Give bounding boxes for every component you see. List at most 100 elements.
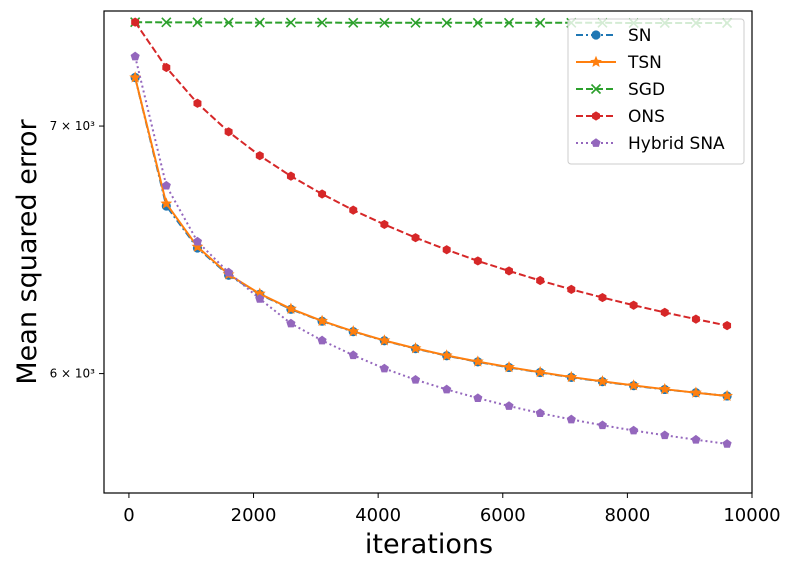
data-point-tsn xyxy=(253,287,266,299)
data-point-ons xyxy=(442,245,451,255)
x-tick-label: 2000 xyxy=(231,505,277,526)
data-point-hybrid-sna xyxy=(566,414,576,424)
y-axis-title: Mean squared error xyxy=(12,118,43,384)
data-point-tsn xyxy=(440,349,453,361)
series-line-ons xyxy=(134,21,728,327)
data-point-hybrid-sna xyxy=(629,425,639,435)
data-point-tsn xyxy=(596,375,609,387)
data-point-ons xyxy=(691,314,700,324)
data-point-hybrid-sna xyxy=(255,294,265,303)
plot-area xyxy=(129,17,733,448)
x-tick-label: 4000 xyxy=(355,505,401,526)
data-point-hybrid-sna xyxy=(473,393,483,403)
y-tick-label: 6 × 10³ xyxy=(50,367,96,381)
data-point-sgd xyxy=(254,17,265,28)
data-point-hybrid-sna xyxy=(722,439,732,448)
data-point-hybrid-sna xyxy=(535,408,545,418)
x-axis-title: iterations xyxy=(365,529,493,560)
data-point-ons xyxy=(505,266,513,276)
x-tick-label: 0 xyxy=(123,505,134,526)
data-point-hybrid-sna xyxy=(660,430,670,440)
data-point-ons xyxy=(567,284,576,294)
data-point-ons xyxy=(411,233,420,243)
legend-label-hybrid-sna: Hybrid SNA xyxy=(628,134,725,154)
data-point-tsn xyxy=(285,302,297,314)
y-tick-label: 7 × 10³ xyxy=(50,119,96,133)
data-point-ons xyxy=(723,321,732,331)
data-point-ons xyxy=(349,205,358,215)
legend-marker-tsn xyxy=(590,55,602,68)
data-point-tsn xyxy=(503,360,515,373)
data-point-sgd xyxy=(441,17,452,28)
x-tick-label: 10000 xyxy=(723,505,780,526)
data-point-ons xyxy=(318,189,327,199)
data-point-sgd xyxy=(161,17,172,28)
data-point-ons xyxy=(598,292,607,303)
data-point-sgd xyxy=(535,17,546,28)
data-point-hybrid-sna xyxy=(379,363,389,373)
data-point-ons xyxy=(224,127,233,137)
series-line-tsn xyxy=(134,77,728,397)
data-point-tsn xyxy=(565,370,578,383)
data-point-sgd xyxy=(285,17,296,28)
x-tick-label: 8000 xyxy=(604,505,650,526)
legend-marker-sgd xyxy=(590,83,602,95)
data-point-hybrid-sna xyxy=(348,350,358,360)
data-point-ons xyxy=(286,171,295,181)
x-tick-label: 6000 xyxy=(480,505,526,526)
legend-marker-ons xyxy=(592,111,600,121)
data-point-sgd xyxy=(192,17,203,28)
data-point-ons xyxy=(380,219,389,230)
legend-label-sn: SN xyxy=(628,26,652,46)
data-point-hybrid-sna xyxy=(691,434,701,444)
series-ons xyxy=(131,17,732,331)
data-point-tsn xyxy=(721,389,733,401)
data-point-ons xyxy=(629,300,638,310)
data-point-hybrid-sna xyxy=(161,180,171,190)
axes: 0 2000 4000 6000 8000 10000 6 × 10³ 7 × 10³ xyxy=(50,10,781,526)
data-point-tsn xyxy=(347,325,360,337)
data-point-hybrid-sna xyxy=(130,51,140,61)
data-point-ons xyxy=(660,307,669,318)
legend-item-ons: ONS xyxy=(576,107,665,127)
legend-label-sgd: SGD xyxy=(628,80,665,100)
data-point-tsn xyxy=(191,240,204,252)
legend-marker-sn xyxy=(591,30,601,40)
data-point-sgd xyxy=(348,17,359,28)
legend-item-sgd: SGD xyxy=(576,80,665,100)
data-point-ons xyxy=(255,151,264,161)
data-point-ons xyxy=(162,62,171,73)
data-point-tsn xyxy=(129,71,142,83)
legend-item-tsn: TSN xyxy=(576,53,662,73)
legend-box xyxy=(567,18,745,165)
data-point-sgd xyxy=(317,17,328,28)
data-point-tsn xyxy=(378,334,391,346)
data-point-hybrid-sna xyxy=(286,318,296,328)
series-hybrid-sna xyxy=(130,51,732,448)
legend-label-tsn: TSN xyxy=(627,53,662,73)
data-point-hybrid-sna xyxy=(317,335,327,345)
series-tsn xyxy=(129,71,733,401)
legend-item-sn: SN xyxy=(576,26,652,46)
data-point-tsn xyxy=(409,342,422,354)
data-point-ons xyxy=(131,17,140,27)
plot-frame xyxy=(103,10,753,494)
data-point-hybrid-sna xyxy=(597,420,608,430)
data-point-ons xyxy=(473,256,482,266)
data-point-tsn xyxy=(690,386,702,398)
data-point-hybrid-sna xyxy=(410,374,421,384)
data-point-ons xyxy=(536,275,545,286)
data-point-sgd xyxy=(472,17,483,28)
data-point-sgd xyxy=(379,17,390,28)
legend-marker-hybrid-sna xyxy=(591,138,601,147)
legend-item-hybrid-sna: Hybrid SNA xyxy=(576,134,725,154)
data-point-tsn xyxy=(534,366,547,378)
data-point-sgd xyxy=(223,17,234,28)
data-point-tsn xyxy=(471,355,484,367)
data-point-hybrid-sna xyxy=(504,401,514,410)
data-point-sgd xyxy=(503,17,515,28)
data-point-ons xyxy=(193,98,202,108)
data-point-tsn xyxy=(316,314,328,326)
data-point-tsn xyxy=(160,197,173,209)
